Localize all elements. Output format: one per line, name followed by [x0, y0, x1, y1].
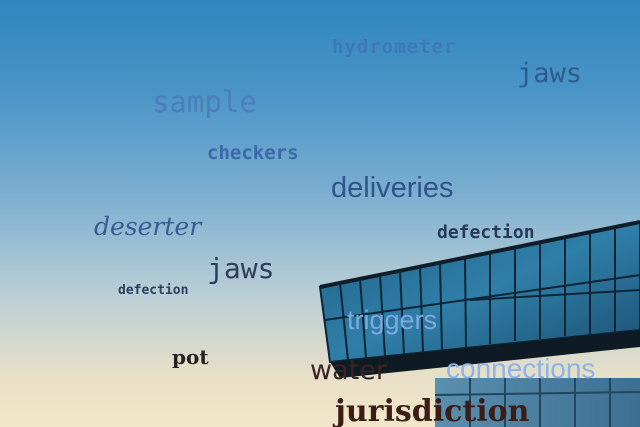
- word-defection-left: defection: [118, 283, 189, 298]
- word-checkers: checkers: [207, 142, 299, 164]
- word-hydrometer: hydrometer: [332, 36, 457, 58]
- word-jurisdiction: jurisdiction: [335, 394, 530, 427]
- word-defection-right: defection: [437, 222, 535, 243]
- word-sample: sample: [152, 85, 257, 119]
- building-slab: [330, 330, 640, 378]
- word-jaws-top: jaws: [517, 58, 583, 89]
- word-connections: connections: [446, 353, 596, 384]
- word-pot: pot: [172, 345, 209, 369]
- word-jaws-middle: jaws: [207, 252, 275, 285]
- word-triggers: triggers: [347, 305, 438, 335]
- word-deserter: deserter: [94, 212, 202, 241]
- word-water: water: [310, 355, 387, 386]
- word-deliveries: deliveries: [331, 172, 454, 204]
